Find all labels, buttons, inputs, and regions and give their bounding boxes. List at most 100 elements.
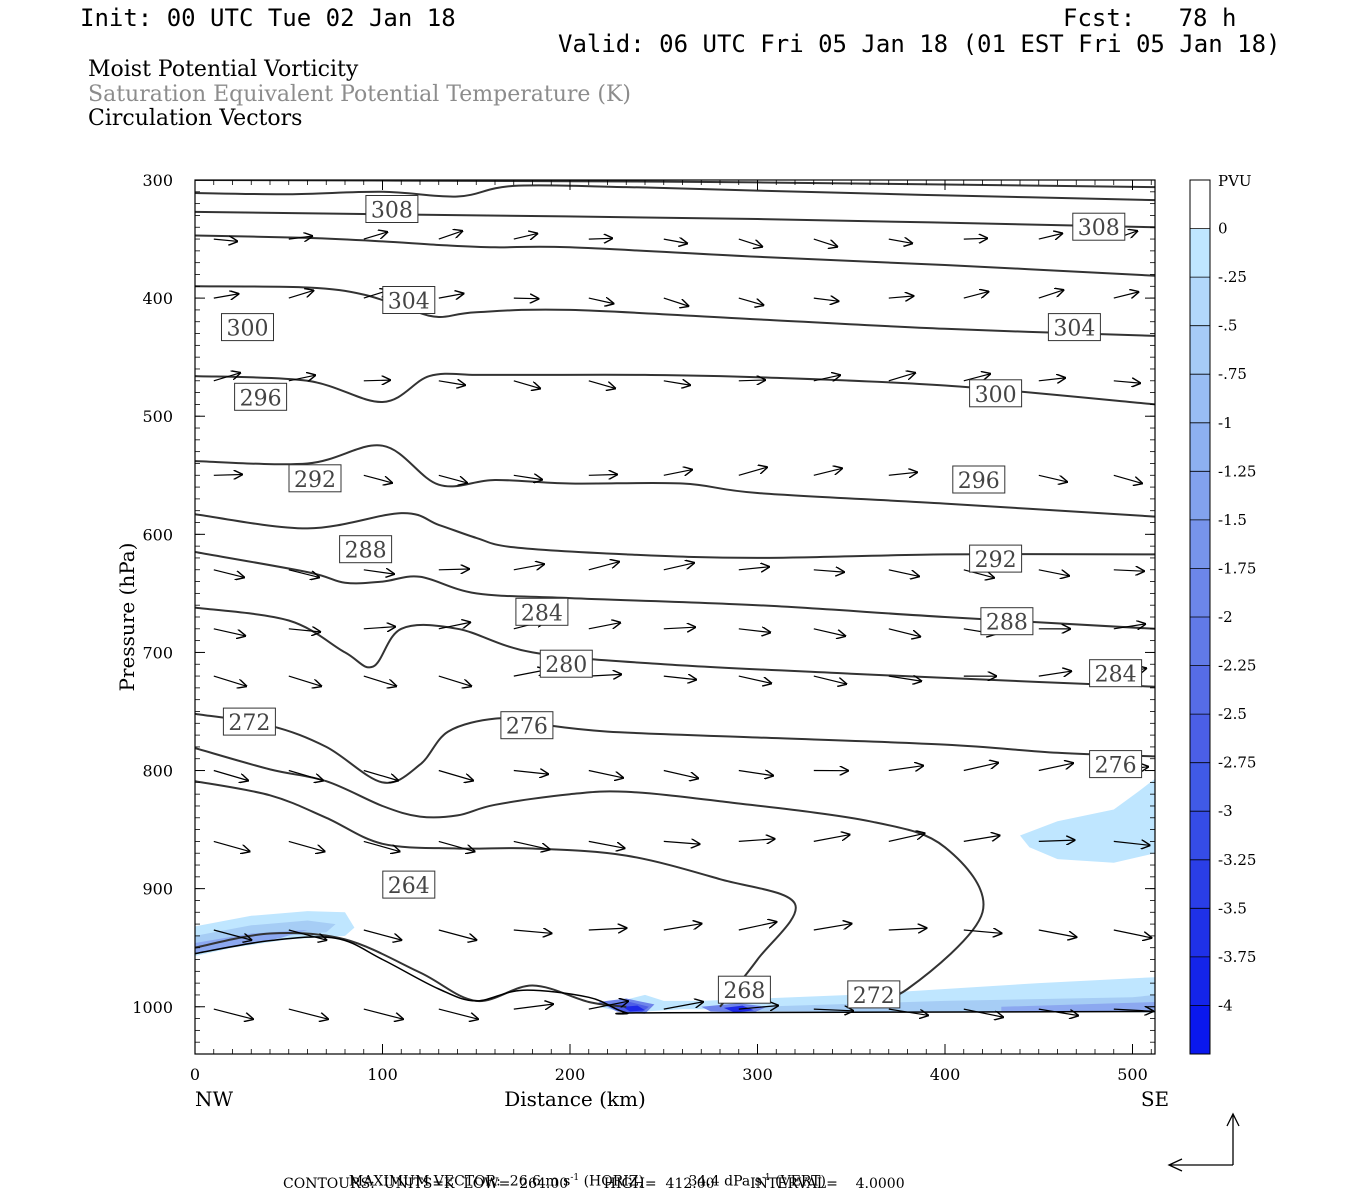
colorbar-label: -1.5: [1218, 511, 1247, 529]
circulation-vector: [963, 836, 1000, 842]
contour-label: 268: [723, 979, 765, 1004]
circulation-vector: [963, 763, 998, 772]
circulation-vector: [513, 564, 544, 570]
circulation-vector: [888, 296, 913, 298]
circulation-vector: [288, 1008, 328, 1019]
y-tick-label: 500: [142, 407, 173, 426]
circulation-vector: [288, 840, 325, 851]
colorbar-swatch: [1190, 908, 1210, 958]
circulation-vector: [738, 467, 767, 476]
circulation-vector: [813, 835, 850, 842]
circulation-vector: [888, 373, 915, 382]
circulation-vector: [1113, 841, 1150, 845]
colorbar-label: -4: [1218, 996, 1233, 1014]
isentrope-264: [195, 931, 627, 1008]
circulation-vector: [813, 468, 842, 476]
circulation-vector: [1038, 929, 1076, 937]
circulation-vector: [513, 1004, 553, 1009]
isentrope-272: [195, 747, 985, 1008]
contour-label-box: [539, 649, 593, 678]
colorbar-label: -.25: [1218, 268, 1247, 286]
colorbar-swatch: [1190, 859, 1210, 909]
x-axis-label: Distance (km): [504, 1087, 646, 1111]
circulation-vector: [738, 380, 765, 381]
axes-layer: 300 400 500 600 700 800 900 1000 0 100 200 300 400 50…: [115, 171, 1169, 1111]
x-tick-label: 200: [555, 1065, 586, 1084]
circulation-vector: [1113, 624, 1145, 629]
circulation-vector: [588, 238, 612, 239]
circulation-vector: [588, 562, 619, 571]
circulation-vector: [363, 232, 387, 240]
colorbar-swatch: [1190, 617, 1210, 667]
pv-region-12: [723, 1005, 754, 1013]
max-horiz-tail: (HORIZ): [579, 1173, 644, 1190]
colorbar-label: -2.75: [1218, 754, 1256, 772]
contour-label-box: [288, 464, 342, 493]
contour-label-box: [1072, 212, 1126, 241]
contour-label-box: [952, 465, 1006, 494]
circulation-vector: [363, 474, 392, 483]
circulation-vector: [588, 769, 623, 778]
contour-label: 304: [388, 290, 430, 315]
circulation-vector: [1038, 763, 1073, 772]
circulation-vector: [813, 675, 846, 684]
circulation-vector: [1038, 234, 1062, 240]
colorbar-swatch: [1190, 762, 1210, 812]
circulation-vector: [663, 924, 701, 931]
circulation-vector: [363, 929, 401, 940]
circulation-vector: [663, 841, 700, 844]
circulation-vector: [213, 769, 248, 781]
x-tick-label: 0: [190, 1065, 200, 1084]
circulation-vector: [588, 380, 615, 389]
isentrope-300: [195, 285, 1155, 337]
circulation-vector: [363, 840, 400, 851]
circulation-vector-layer: [213, 231, 1153, 1019]
x-tick-label: 300: [742, 1065, 773, 1084]
max-vert-exponent: -1: [761, 1173, 771, 1183]
circulation-vector: [963, 1008, 1003, 1017]
circulation-vector: [738, 1006, 778, 1010]
circulation-vector: [513, 298, 538, 299]
contour-info: CONTOURS: UNITS=K LOW= 264.00 HIGH= 412.…: [283, 1176, 905, 1192]
colorbar-label: -3.5: [1218, 899, 1247, 917]
circulation-vector: [438, 929, 476, 940]
circulation-vector: [663, 381, 690, 385]
max-horiz-exponent: -1: [570, 1173, 580, 1183]
isentrope-292: [195, 444, 1155, 518]
circulation-vector: [738, 675, 771, 683]
x-end-label-nw: NW: [195, 1087, 234, 1111]
contour-label: 300: [227, 317, 269, 342]
y-tick-label: 1000: [132, 998, 173, 1017]
contour-label: 296: [240, 386, 282, 411]
colorbar-swatch: [1190, 277, 1210, 327]
colorbar-label: 0: [1218, 220, 1228, 238]
circulation-vector: [288, 291, 313, 299]
circulation-vector: [1038, 290, 1063, 299]
circulation-vector: [663, 769, 698, 779]
circulation-vector: [738, 629, 770, 633]
contour-label: 296: [958, 469, 1000, 494]
circulation-vector: [1038, 671, 1071, 676]
circulation-vector: [513, 380, 540, 389]
circulation-vector: [213, 675, 246, 686]
contour-label-box: [847, 980, 901, 1009]
isentrope-288: [195, 512, 1155, 559]
circulation-vector: [663, 627, 695, 629]
circulation-vector: [888, 766, 923, 771]
colorbar-label: -.75: [1218, 365, 1247, 383]
isentrope-296: [195, 372, 1155, 406]
circulation-vector: [813, 570, 844, 572]
circulation-vector: [213, 475, 242, 476]
x-tick-label: 100: [367, 1065, 398, 1084]
contour-label: 288: [345, 539, 387, 564]
contour-label-box: [222, 707, 276, 736]
colorbar-label: -.5: [1218, 317, 1237, 335]
circulation-vector: [813, 298, 838, 301]
contour-label: 276: [506, 715, 548, 740]
y-axis-label: Pressure (hPa): [115, 543, 139, 692]
pv-fill-layer: [195, 778, 1155, 1014]
circulation-vector: [363, 570, 394, 574]
colorbar-swatch: [1190, 665, 1210, 715]
colorbar-label: -2.25: [1218, 657, 1256, 675]
circulation-vector: [288, 629, 320, 632]
